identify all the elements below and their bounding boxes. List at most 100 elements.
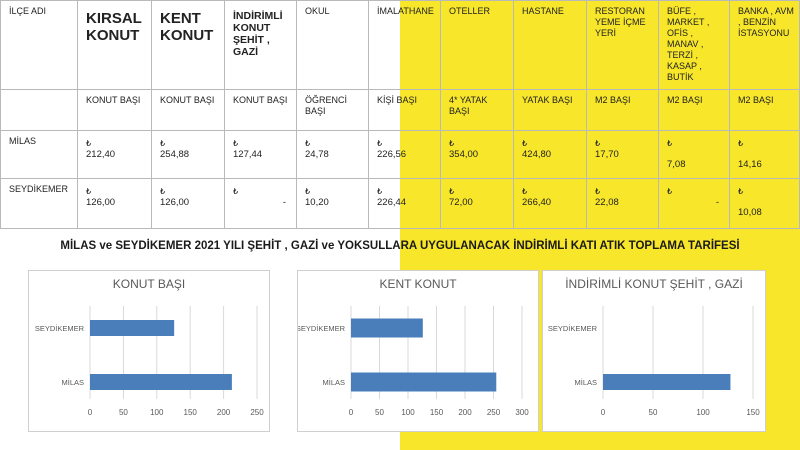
value-text: 354,00 [449,149,479,160]
bar [90,320,175,336]
value-cell: ₺ 354,00 [440,130,514,179]
tick-label: 150 [746,408,760,417]
value-cell: ₺ 127,44 [224,130,297,179]
currency-symbol: ₺ [377,139,383,148]
value-cell: ₺ 126,00 [151,178,225,229]
category-label: SEYDİKEMER [548,324,598,333]
value-cell: ₺ 14,16 [729,130,800,179]
currency-symbol: ₺ [738,139,744,148]
value-cell: ₺ - [658,178,730,229]
value-text: 226,44 [377,197,407,208]
chart-kent-konut: KENT KONUT 0 50 100 150 200 250 300 SEYDİKEMER M… [296,270,539,432]
header-cell: BÜFE , MARKET , OFİS , MANAV , TERZİ , K… [658,0,730,90]
category-label: MİLAS [574,378,597,387]
currency-symbol: ₺ [160,139,166,148]
tariff-table: İLÇE ADI KIRSAL KONUT KENT KONUT İNDİRİM… [0,0,800,229]
value-text: 72,00 [449,197,473,208]
category-label: SEYDİKEMER [35,324,85,333]
unit-cell: KONUT BAŞI [224,89,297,131]
currency-symbol: ₺ [738,187,744,196]
header-cell: İNDİRİMLİ KONUT ŞEHİT , GAZİ [224,0,297,90]
row-name-cell: MİLAS [0,130,78,179]
table-unit-row: KONUT BAŞI KONUT BAŞI KONUT BAŞI ÖĞRENCİ… [0,89,800,131]
value-cell: ₺ 126,00 [77,178,152,229]
value-text: 10,20 [305,197,329,208]
currency-symbol: ₺ [667,187,673,196]
value-cell: ₺ 22,08 [586,178,659,229]
tick-label: 200 [458,408,472,417]
header-cell: HASTANE [513,0,587,90]
tick-label: 300 [515,408,529,417]
value-text: 24,78 [305,149,329,160]
currency-symbol: ₺ [595,187,601,196]
value-text: 14,16 [738,159,762,170]
unit-cell: KONUT BAŞI [77,89,152,131]
value-cell: ₺ 266,40 [513,178,587,229]
currency-symbol: ₺ [86,139,92,148]
value-text: 127,44 [233,149,263,160]
category-label: MİLAS [61,378,84,387]
value-cell: ₺ 7,08 [658,130,730,179]
category-label: MİLAS [322,378,345,387]
table-row: SEYDİKEMER ₺ 126,00 ₺ 126,00 ₺ - ₺ 10,20 ₺ 22… [0,178,800,229]
row-name-cell: SEYDİKEMER [0,178,78,229]
bar [351,372,497,392]
chart-konut-basi-plot: 0 50 100 150 200 250 SEYDİKEMER MİLAS [35,306,264,417]
header-cell: OKUL [296,0,369,90]
bar [603,374,731,390]
value-cell: ₺ 10,20 [296,178,369,229]
value-cell: ₺ 24,78 [296,130,369,179]
currency-symbol: ₺ [667,139,673,148]
unit-cell: 4* YATAK BAŞI [440,89,514,131]
tick-label: 250 [487,408,501,417]
tick-label: 50 [649,408,658,417]
unit-cell: M2 BAŞI [586,89,659,131]
currency-symbol: ₺ [233,139,239,148]
tick-label: 150 [430,408,444,417]
value-cell: ₺ 212,40 [77,130,152,179]
table-header-row: İLÇE ADI KIRSAL KONUT KENT KONUT İNDİRİM… [0,0,800,90]
chart-indirimli-konut-plot: 0 50 100 150 SEYDİKEMER MİLAS [548,306,760,417]
value-text: 424,80 [522,149,552,160]
value-text: 17,70 [595,149,619,160]
currency-symbol: ₺ [522,187,528,196]
currency-symbol: ₺ [449,187,455,196]
chart-title: KENT KONUT [379,277,457,291]
value-text: 22,08 [595,197,619,208]
tick-label: 250 [250,408,264,417]
tick-label: 0 [601,408,606,417]
header-cell: İLÇE ADI [0,0,78,90]
chart-indirimli-konut: İNDİRİMLİ KONUT ŞEHİT , GAZİ 0 50 100 150 SE… [542,270,766,432]
value-cell: ₺ 72,00 [440,178,514,229]
unit-cell: ÖĞRENCİ BAŞI [296,89,369,131]
value-text: - [282,197,286,208]
chart-kent-konut-plot: 0 50 100 150 200 250 300 SEYDİKEMER MİLAS [296,306,529,417]
value-text: - [715,197,719,208]
currency-symbol: ₺ [449,139,455,148]
bar [90,374,232,390]
unit-cell [0,89,78,131]
currency-symbol: ₺ [86,187,92,196]
currency-symbol: ₺ [305,139,311,148]
tick-label: 0 [88,408,93,417]
value-text: 126,00 [160,197,190,208]
value-cell: ₺ 254,88 [151,130,225,179]
chart-konut-basi: KONUT BAŞI 0 50 100 150 200 250 SEYDİKEMER MİLA… [28,270,270,432]
unit-cell: M2 BAŞI [729,89,800,131]
value-text: 7,08 [667,159,686,170]
currency-symbol: ₺ [160,187,166,196]
value-text: 10,08 [738,207,762,218]
tick-label: 100 [696,408,710,417]
value-cell: ₺ 226,44 [368,178,441,229]
value-text: 126,00 [86,197,116,208]
currency-symbol: ₺ [377,187,383,196]
value-cell: ₺ 226,56 [368,130,441,179]
value-text: 212,40 [86,149,116,160]
header-cell: BANKA , AVM , BENZİN İSTASYONU [729,0,800,90]
header-cell: İMALATHANE [368,0,441,90]
value-text: 266,40 [522,197,552,208]
value-text: 226,56 [377,149,407,160]
tick-label: 150 [184,408,198,417]
unit-cell: KONUT BAŞI [151,89,225,131]
bar [351,318,423,338]
